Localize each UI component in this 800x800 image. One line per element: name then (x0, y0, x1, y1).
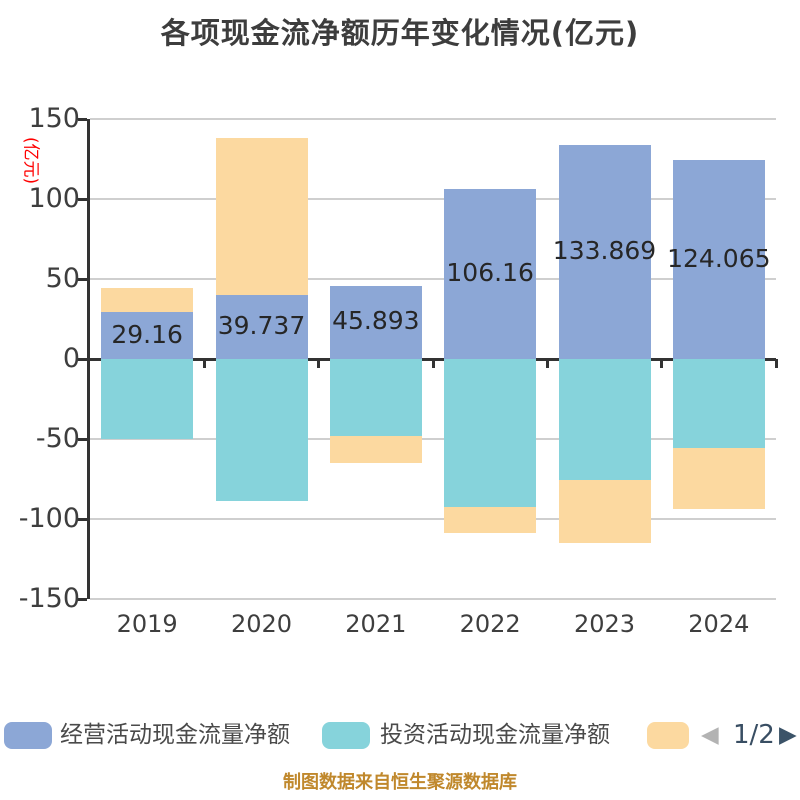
y-tick-label--50: -50 (35, 423, 80, 454)
data-source-watermark: 制图数据来自恒生聚源数据库 (283, 772, 517, 793)
y-tick-label--100: -100 (18, 503, 80, 534)
y-tick-label-150: 150 (28, 103, 80, 134)
x-tick-label-2019: 2019 (116, 610, 178, 638)
bar-segment-2019-series2[interactable] (101, 287, 194, 313)
bar-segment-2019-series0[interactable] (101, 312, 194, 359)
x-tick-label-2022: 2022 (459, 610, 521, 638)
legend-label-investing[interactable]: 投资活动现金流量净额 (380, 722, 610, 748)
legend-label-operating[interactable]: 经营活动现金流量净额 (60, 722, 290, 748)
plot-area: 29.16 39.737 45.893 106.16 133.869 124.065 (78, 117, 778, 601)
y-axis-tick--100 (78, 517, 87, 521)
bar-segment-2020-series2[interactable] (215, 137, 308, 296)
y-axis-tick--50 (78, 437, 87, 441)
gridline--150 (90, 598, 776, 600)
bar-segment-2022-series1[interactable] (444, 359, 537, 507)
x-tick-label-2020: 2020 (230, 610, 293, 638)
gridline-100 (90, 198, 776, 200)
x-axis-tick-2 (317, 359, 321, 368)
gridline--100 (90, 518, 776, 520)
y-axis-tick--150 (78, 597, 87, 601)
x-tick-label-2023: 2023 (573, 610, 636, 638)
gridline-150 (90, 118, 776, 120)
y-axis-line (87, 119, 90, 599)
bar-segment-2020-series1[interactable] (215, 359, 308, 501)
bar-segment-2019-series1[interactable] (101, 359, 194, 439)
y-axis-tick-100 (78, 197, 87, 201)
y-axis-tick-labels: 150 100 50 0 -50 -100 -150 (0, 103, 80, 614)
bar-value-label-2020: 39.737 (217, 311, 306, 341)
bar-value-label-2019: 29.16 (111, 319, 183, 349)
bar-segment-2021-series0[interactable] (329, 285, 422, 359)
x-axis-tick-5 (660, 359, 664, 368)
y-axis-tick-0 (78, 357, 87, 361)
y-axis-tick-150 (78, 117, 87, 121)
bar-segment-2020-series0[interactable] (215, 295, 308, 359)
bar-segment-2023-series2[interactable] (558, 480, 651, 544)
x-axis-tick-labels: 2019 2020 2021 2022 2023 2024 (90, 610, 776, 644)
y-axis-tick-50 (78, 277, 87, 281)
x-axis-tick-1 (202, 359, 206, 368)
bar-segment-2022-series0[interactable] (444, 189, 537, 359)
bar-segment-2022-series2[interactable] (444, 506, 537, 534)
y-tick-label--150: -150 (18, 583, 80, 614)
bar-value-label-2021: 45.893 (332, 306, 420, 336)
bar-segment-2021-series2[interactable] (329, 435, 422, 464)
y-tick-label-100: 100 (28, 183, 80, 214)
bar-segment-2023-series1[interactable] (558, 359, 651, 481)
legend-swatch-investing[interactable] (322, 722, 370, 749)
bar-value-label-2023: 133.869 (552, 235, 657, 265)
y-tick-label-50: 50 (45, 263, 80, 294)
bar-segment-2024-series0[interactable] (672, 160, 765, 359)
y-tick-label-0: 0 (62, 343, 80, 374)
bar-segment-2024-series1[interactable] (672, 359, 765, 449)
legend-page-indicator: 1/2 (733, 720, 775, 750)
bar-value-label-2024: 124.065 (667, 243, 771, 273)
x-axis-tick-3 (431, 359, 435, 368)
legend-swatch-operating[interactable] (4, 722, 52, 749)
gridline--50 (90, 438, 776, 440)
bar-segment-2024-series2[interactable] (672, 448, 765, 510)
bar-segment-2023-series0[interactable] (558, 144, 651, 359)
x-axis-tick-4 (545, 359, 549, 368)
legend-next-page-icon[interactable]: ▶ (779, 722, 797, 748)
x-tick-label-2024: 2024 (688, 610, 750, 638)
gridline-50 (90, 278, 776, 280)
bar-value-label-2022: 106.16 (446, 258, 534, 288)
chart-title: 各项现金流净额历年变化情况(亿元) (160, 16, 640, 50)
legend-prev-page-icon[interactable]: ◀ (701, 722, 719, 748)
bar-segment-2021-series1[interactable] (329, 359, 422, 436)
x-axis-tick-6 (774, 359, 778, 368)
x-tick-label-2021: 2021 (345, 610, 407, 638)
legend: 经营活动现金流量净额 投资活动现金流量净额 ◀ 1/2 ▶ (0, 720, 800, 752)
legend-swatch-financing[interactable] (647, 722, 689, 749)
